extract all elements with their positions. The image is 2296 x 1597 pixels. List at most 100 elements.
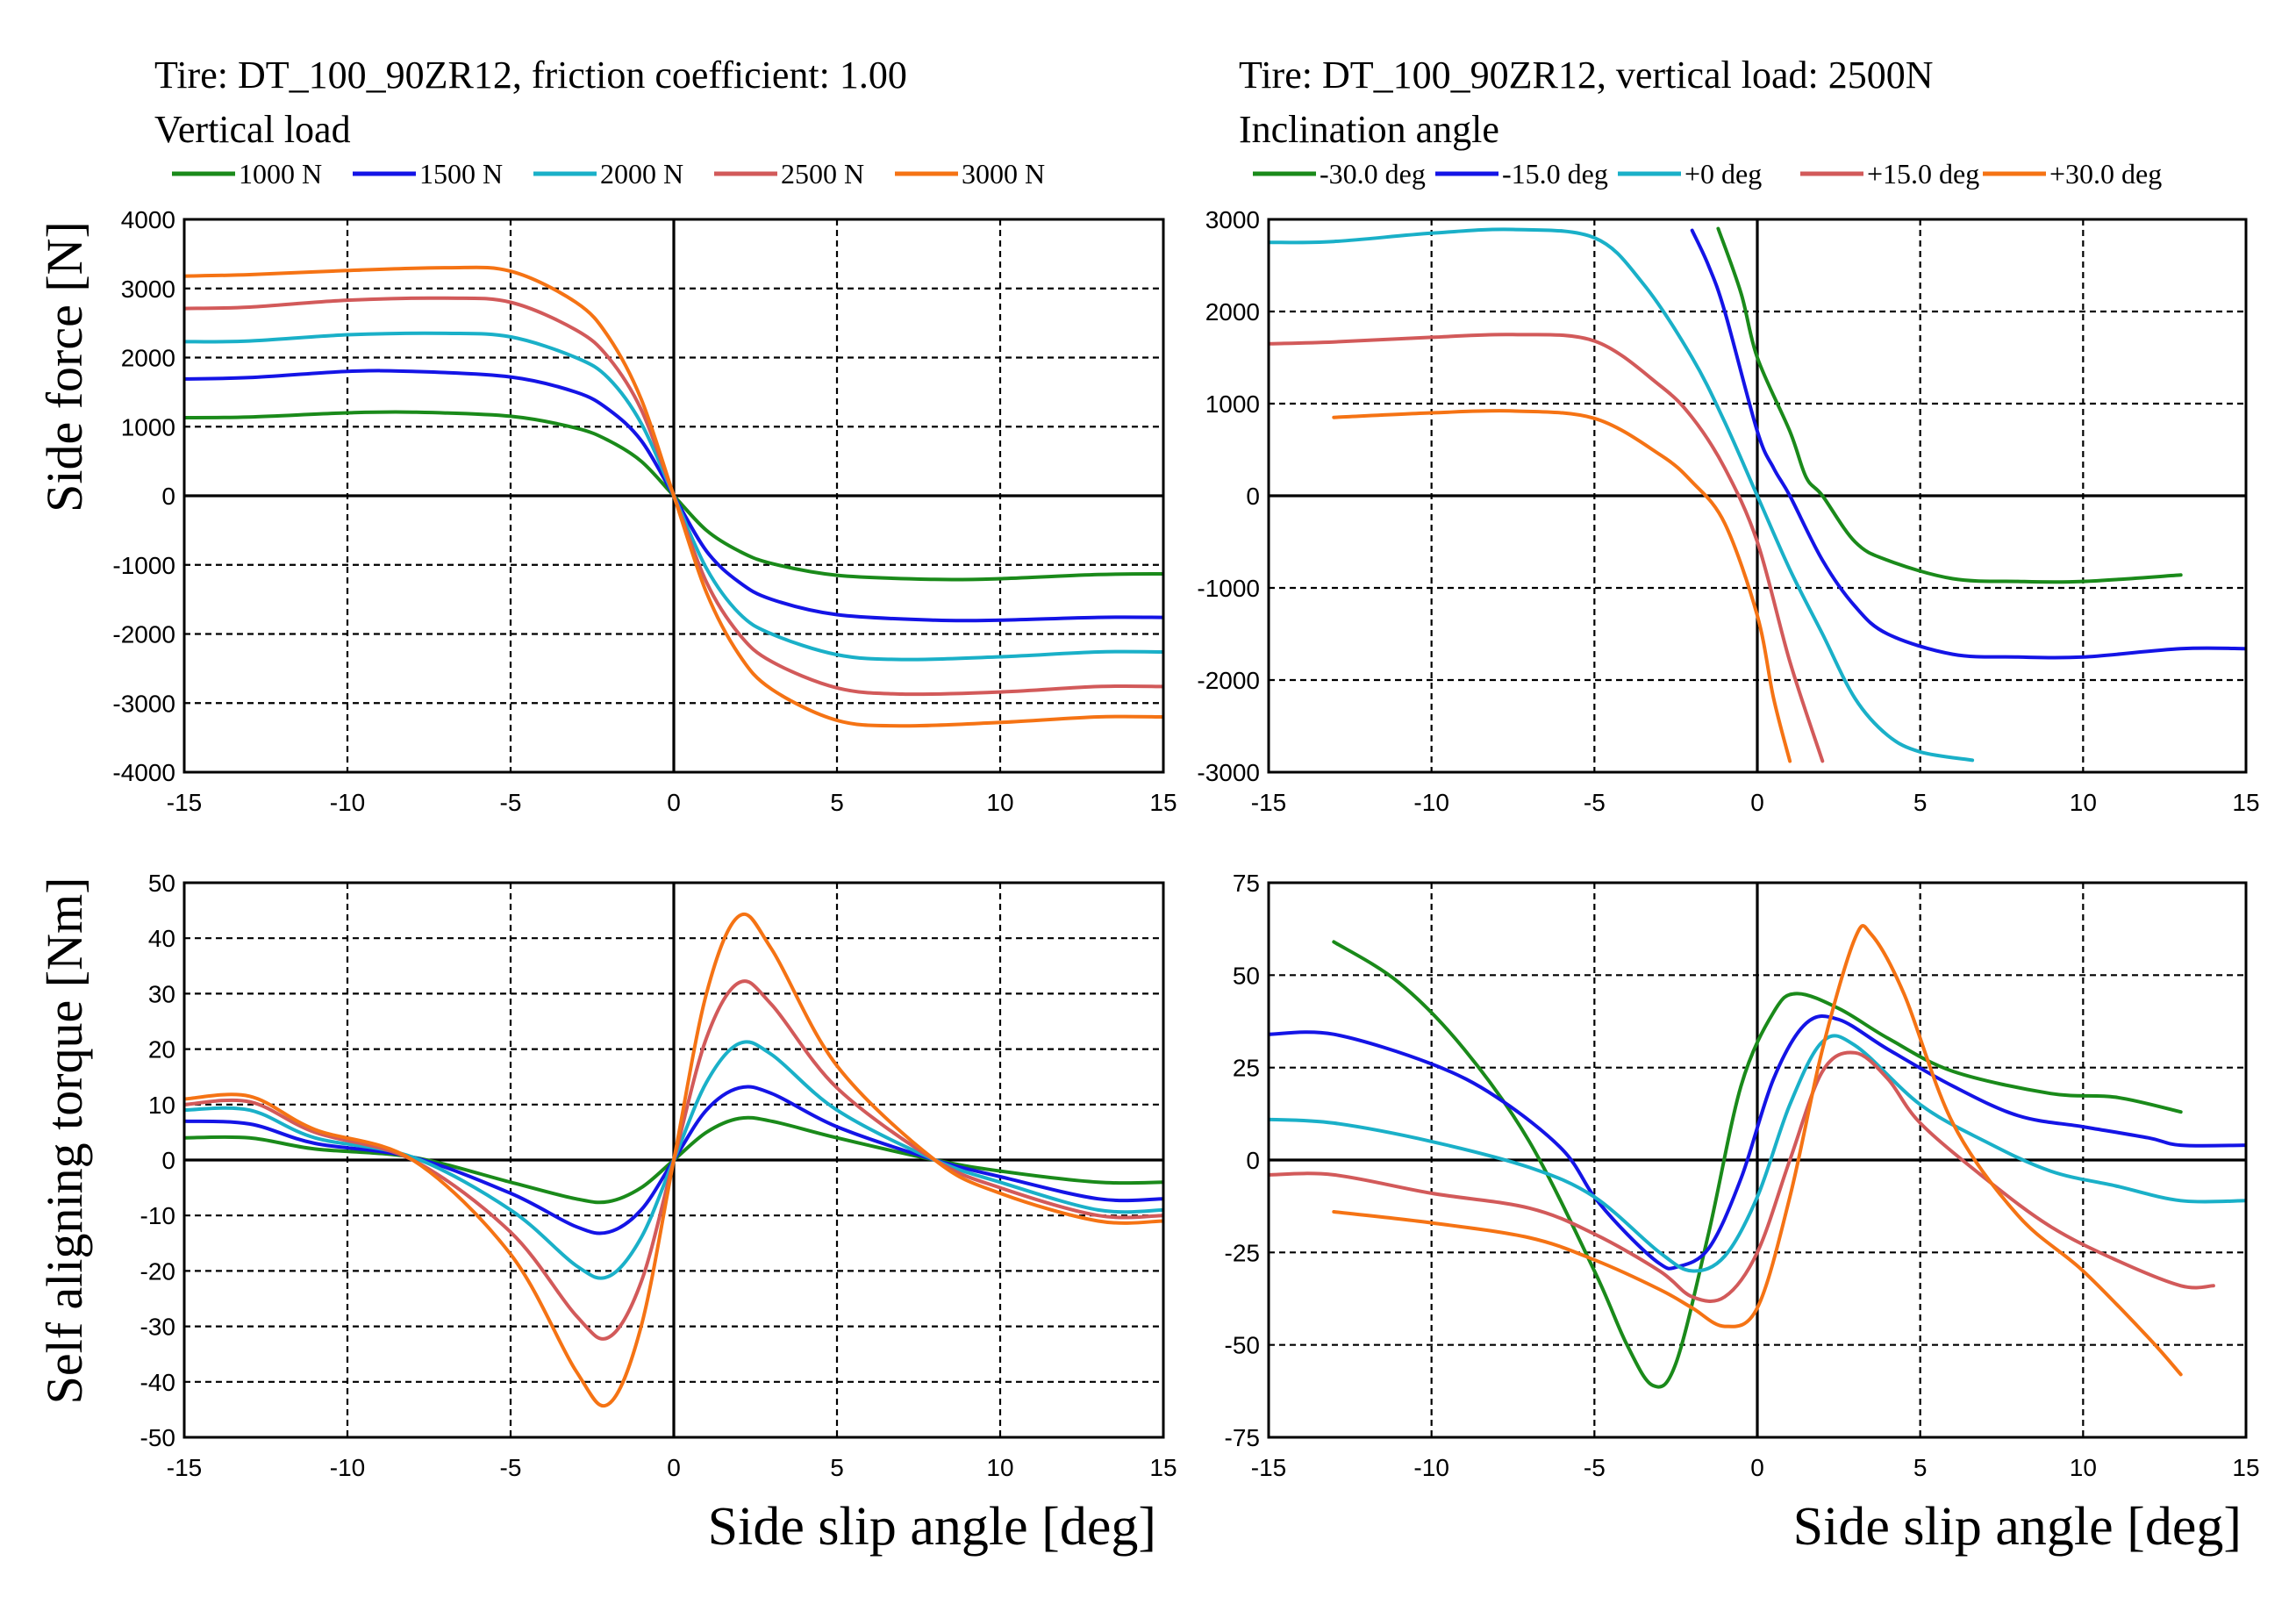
x-tick-label: -15 bbox=[1251, 789, 1286, 816]
x-tick-label: -10 bbox=[1413, 1454, 1448, 1481]
x-tick-label: 10 bbox=[986, 1454, 1013, 1481]
y-tick-label: 0 bbox=[1246, 1147, 1260, 1174]
plot-frame bbox=[1267, 881, 2248, 1439]
legend-entry-label: 1000 N bbox=[239, 158, 322, 190]
x-tick-label: 5 bbox=[830, 1454, 844, 1481]
series-line--0-deg bbox=[1269, 1034, 2246, 1273]
plot-frame bbox=[1267, 218, 2248, 774]
y-tick-label: 40 bbox=[148, 925, 175, 952]
chart-2-title: Tire: DT_100_90ZR12, vertical load: 2500… bbox=[1239, 54, 1934, 97]
series-line--30-0-deg bbox=[1332, 923, 2183, 1377]
y-tick-label: 4000 bbox=[121, 206, 175, 233]
x-tick-label: 15 bbox=[2232, 1454, 2259, 1481]
x-tick-label: 0 bbox=[1750, 1454, 1764, 1481]
y-tick-label: -50 bbox=[140, 1424, 175, 1451]
chart-4-xlabel: Side slip angle [deg] bbox=[1793, 1497, 2242, 1557]
x-tick-label: 5 bbox=[830, 789, 844, 816]
series-line--30-0-deg bbox=[1332, 940, 2183, 1389]
series-line--15-0-deg bbox=[1269, 1013, 2246, 1271]
legend-entry-label: -15.0 deg bbox=[1502, 158, 1608, 190]
y-tick-label: 75 bbox=[1233, 870, 1260, 897]
y-tick-label: 30 bbox=[148, 980, 175, 1007]
series-line--15-0-deg bbox=[1269, 1050, 2215, 1303]
x-tick-label: -5 bbox=[1584, 789, 1606, 816]
x-tick-label: -5 bbox=[500, 1454, 522, 1481]
x-tick-label: -15 bbox=[167, 789, 202, 816]
x-tick-label: 15 bbox=[2232, 789, 2259, 816]
x-tick-label: -15 bbox=[167, 1454, 202, 1481]
legend-entry-label: 1500 N bbox=[419, 158, 503, 190]
chart-1-legend-title: Vertical load bbox=[154, 108, 351, 151]
x-tick-label: 5 bbox=[1913, 1454, 1928, 1481]
x-tick-label: 10 bbox=[2070, 789, 2097, 816]
y-tick-label: 0 bbox=[161, 1147, 175, 1174]
y-tick-label: 1000 bbox=[1205, 390, 1260, 418]
y-tick-label: 2000 bbox=[1205, 298, 1260, 326]
x-tick-label: 10 bbox=[986, 789, 1013, 816]
series-line--0-deg bbox=[1269, 227, 1975, 763]
chart-1-legend: 1000 N 1500 N 2000 N 2500 N 3000 N bbox=[172, 158, 1045, 190]
y-tick-label: 20 bbox=[148, 1036, 175, 1063]
chart-2-legend-title: Inclination angle bbox=[1239, 108, 1499, 151]
y-tick-label: -1000 bbox=[112, 552, 175, 579]
chart-2-legend: -30.0 deg -15.0 deg +0 deg +15.0 deg +30.0 d… bbox=[1253, 158, 2162, 190]
x-tick-label: -15 bbox=[1251, 1454, 1286, 1481]
series-line--30-0-deg bbox=[1716, 226, 2183, 584]
chart-3-xlabel: Side slip angle [deg] bbox=[708, 1497, 1156, 1557]
plot-frame bbox=[182, 881, 1165, 1439]
legend-entry-label: 3000 N bbox=[962, 158, 1045, 190]
y-tick-label: -25 bbox=[1225, 1239, 1260, 1266]
y-tick-label: -2000 bbox=[112, 621, 175, 648]
legend-entry-label: -30.0 deg bbox=[1320, 158, 1426, 190]
y-tick-label: -75 bbox=[1225, 1424, 1260, 1451]
legend-entry-label: +0 deg bbox=[1684, 158, 1762, 190]
y-tick-label: -30 bbox=[140, 1314, 175, 1341]
legend-entry-label: 2000 N bbox=[600, 158, 683, 190]
legend-entry-label: +30.0 deg bbox=[2049, 158, 2162, 190]
y-tick-label: -1000 bbox=[1197, 575, 1260, 602]
series-line--15-0-deg bbox=[1269, 333, 1825, 763]
y-tick-label: 0 bbox=[1246, 483, 1260, 510]
x-tick-label: 0 bbox=[667, 789, 681, 816]
series-line--15-0-deg bbox=[1690, 228, 2246, 660]
y-tick-label: -20 bbox=[140, 1257, 175, 1285]
y-tick-label: 50 bbox=[1233, 962, 1260, 989]
chart-3-ylabel: Self aligning torque [Nm] bbox=[36, 877, 93, 1405]
x-tick-label: 10 bbox=[2070, 1454, 2097, 1481]
chart-1-title: Tire: DT_100_90ZR12, friction coefficien… bbox=[154, 54, 907, 97]
x-tick-label: 15 bbox=[1149, 789, 1177, 816]
y-tick-label: -3000 bbox=[1197, 759, 1260, 786]
y-tick-label: 3000 bbox=[1205, 206, 1260, 233]
plot-frame bbox=[182, 218, 1165, 774]
series-line-3000-N bbox=[184, 265, 1163, 728]
y-tick-label: 0 bbox=[161, 483, 175, 510]
x-tick-label: -10 bbox=[330, 789, 365, 816]
series-line--30-0-deg bbox=[1332, 409, 1792, 763]
y-tick-label: -40 bbox=[140, 1369, 175, 1396]
x-tick-label: 15 bbox=[1149, 1454, 1177, 1481]
x-tick-label: 5 bbox=[1913, 789, 1928, 816]
y-tick-label: -50 bbox=[1225, 1332, 1260, 1359]
series-line-3000-N bbox=[184, 913, 1163, 1407]
y-tick-label: 50 bbox=[148, 870, 175, 897]
y-tick-label: -4000 bbox=[112, 759, 175, 786]
chart-1-ylabel: Side force [N] bbox=[36, 221, 93, 512]
y-tick-label: 1000 bbox=[121, 413, 175, 440]
x-tick-label: -5 bbox=[500, 789, 522, 816]
x-tick-label: -10 bbox=[1413, 789, 1448, 816]
legend-entry-label: 2500 N bbox=[781, 158, 864, 190]
chart-2-side-force-vs-inclination: -15 -10 -5 0 5 10 15 3000 2000 1000 0 -1000 -2000 -30… bbox=[1197, 206, 2259, 816]
x-tick-label: 0 bbox=[667, 1454, 681, 1481]
chart-1-side-force-vs-load: -15 -10 -5 0 5 10 15 4000 3000 2000 1000 0 -1000 -200… bbox=[112, 206, 1177, 816]
y-tick-label: -3000 bbox=[112, 690, 175, 717]
y-tick-label: 25 bbox=[1233, 1055, 1260, 1082]
y-tick-label: -10 bbox=[140, 1202, 175, 1229]
x-tick-label: -10 bbox=[330, 1454, 365, 1481]
x-tick-label: -5 bbox=[1584, 1454, 1606, 1481]
y-tick-label: -2000 bbox=[1197, 667, 1260, 694]
y-tick-label: 2000 bbox=[121, 345, 175, 372]
y-tick-label: 3000 bbox=[121, 276, 175, 303]
